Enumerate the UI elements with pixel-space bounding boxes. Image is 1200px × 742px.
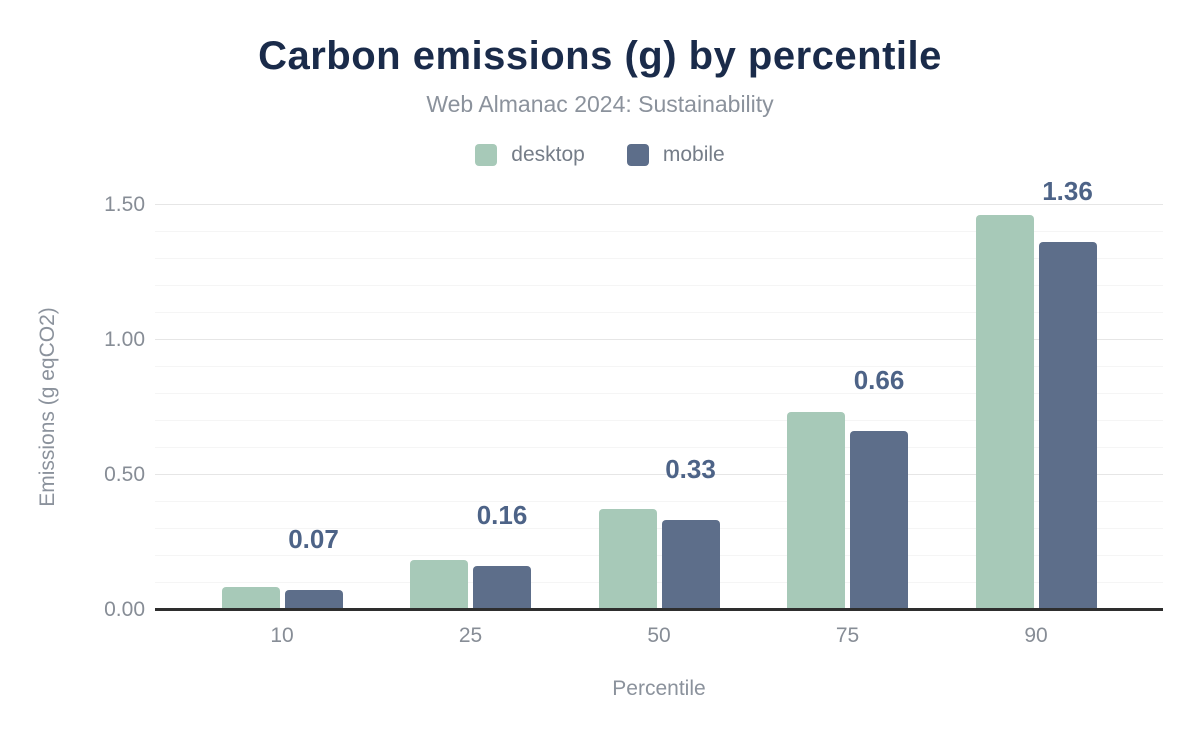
gridline xyxy=(155,447,1163,448)
x-tick-label: 50 xyxy=(647,624,671,647)
gridline xyxy=(155,231,1163,232)
chart-subtitle: Web Almanac 2024: Sustainability xyxy=(426,91,774,117)
bar-value-label: 0.33 xyxy=(665,453,716,484)
gridline xyxy=(155,258,1163,259)
x-axis-line xyxy=(155,608,1163,611)
legend-label: desktop xyxy=(511,143,585,166)
x-axis-title: Percentile xyxy=(612,677,706,700)
legend-swatch-mobile xyxy=(626,144,649,166)
gridline xyxy=(155,339,1163,340)
x-tick-label: 90 xyxy=(1024,624,1048,647)
bar-desktop xyxy=(787,411,845,609)
legend-item-mobile: mobile xyxy=(626,143,725,167)
gridline xyxy=(155,501,1163,502)
bar-value-label: 0.07 xyxy=(288,524,339,555)
legend-label: mobile xyxy=(662,143,725,166)
y-tick-label: 0.00 xyxy=(104,598,145,621)
gridline xyxy=(155,582,1163,583)
gridline xyxy=(155,393,1163,394)
bar-desktop xyxy=(598,509,657,609)
gridline xyxy=(155,312,1163,313)
bar-mobile xyxy=(284,590,343,609)
gridline xyxy=(155,204,1163,205)
bar-mobile xyxy=(1038,241,1097,609)
bar-value-label: 0.66 xyxy=(853,364,905,395)
bar-value-label: 1.36 xyxy=(1042,175,1093,206)
legend-item-desktop: desktop xyxy=(475,143,585,167)
bar-mobile xyxy=(850,430,908,609)
gridline xyxy=(155,366,1163,367)
gridline xyxy=(155,285,1163,286)
y-tick-label: 1.50 xyxy=(104,193,145,216)
bar-desktop xyxy=(410,560,468,609)
bar-mobile xyxy=(473,565,531,609)
gridline xyxy=(155,528,1163,529)
x-tick-label: 10 xyxy=(270,624,294,647)
chart-title: Carbon emissions (g) by percentile xyxy=(258,34,942,78)
gridline xyxy=(155,474,1163,475)
y-axis-title: Emissions (g eqCO2) xyxy=(36,307,59,507)
legend-swatch-desktop xyxy=(475,144,498,166)
bar-value-label: 0.16 xyxy=(476,499,528,530)
bar-mobile xyxy=(661,519,720,609)
gridline xyxy=(155,420,1163,421)
bar-desktop xyxy=(221,587,280,609)
y-tick-label: 1.00 xyxy=(104,328,145,351)
bar-desktop xyxy=(975,214,1034,609)
gridline xyxy=(155,555,1163,556)
y-tick-label: 0.50 xyxy=(104,463,145,486)
x-tick-label: 75 xyxy=(835,624,860,647)
x-tick-label: 25 xyxy=(458,624,483,647)
chart-legend: desktop mobile xyxy=(0,143,1200,167)
